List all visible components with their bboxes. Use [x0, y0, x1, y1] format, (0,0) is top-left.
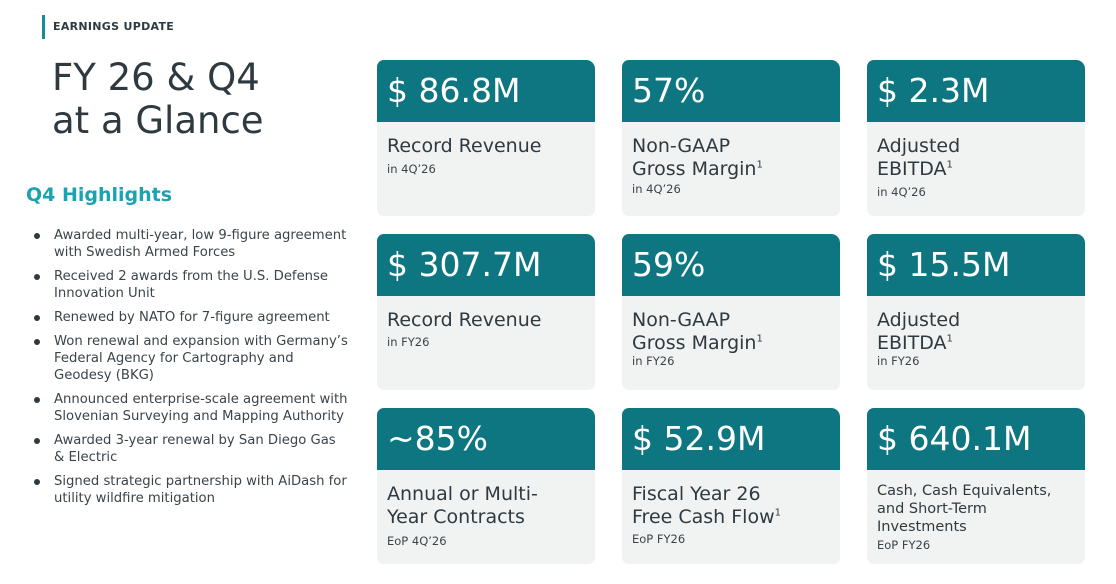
highlights-heading: Q4 Highlights — [26, 184, 173, 206]
metric-card-q4-revenue: $ 86.8M Record Revenue in 4Q’26 — [377, 60, 595, 216]
metric-period: EoP FY26 — [632, 532, 686, 546]
metric-value: $ 86.8M — [387, 71, 521, 110]
metric-description: Annual or Multi- Year Contracts — [387, 483, 538, 528]
list-item-text: Signed strategic partnership with AiDash… — [54, 474, 347, 506]
title-line-1: FY 26 & Q4 — [52, 56, 260, 99]
list-item: Announced enterprise-scale agreement wit… — [30, 391, 350, 425]
section-label: EARNINGS UPDATE — [53, 20, 175, 33]
metric-card-fy-gross-margin: 59% Non-GAAP Gross Margin1 in FY26 — [622, 234, 840, 390]
metric-card-free-cash-flow: $ 52.9M Fiscal Year 26 Free Cash Flow1 Eo… — [622, 408, 840, 564]
metric-card-contracts: ~85% Annual or Multi- Year Contracts EoP … — [377, 408, 595, 564]
metric-value: 59% — [632, 245, 706, 284]
metric-description: Cash, Cash Equivalents, and Short-Term I… — [877, 483, 1052, 535]
metric-description: Fiscal Year 26 Free Cash Flow1 — [632, 483, 781, 528]
list-item-text: Won renewal and expansion with Germany’s… — [54, 334, 348, 383]
metric-card-fy-ebitda: $ 15.5M Adjusted EBITDA1 in FY26 — [867, 234, 1085, 390]
list-item-text: Announced enterprise-scale agreement wit… — [54, 392, 348, 424]
metric-period: EoP FY26 — [877, 538, 931, 552]
list-item-text: Received 2 awards from the U.S. Defense … — [54, 269, 329, 301]
list-item: Won renewal and expansion with Germany’s… — [30, 333, 350, 384]
metric-period: in 4Q’26 — [387, 162, 436, 176]
metric-period: in FY26 — [877, 354, 920, 368]
highlights-list: Awarded multi-year, low 9-figure agreeme… — [30, 227, 350, 514]
metric-card-header: $ 15.5M — [867, 234, 1085, 296]
metric-card-header: $ 640.1M — [867, 408, 1085, 470]
bullet-icon — [34, 479, 40, 485]
header-accent-bar — [42, 15, 45, 39]
metric-card-header: $ 307.7M — [377, 234, 595, 296]
metric-description: Adjusted EBITDA1 — [877, 309, 961, 354]
metric-description: Adjusted EBITDA1 — [877, 135, 961, 180]
metric-card-header: 59% — [622, 234, 840, 296]
list-item: Renewed by NATO for 7-figure agreement — [30, 309, 350, 326]
metric-value: $ 307.7M — [387, 245, 542, 284]
list-item-text: Awarded 3-year renewal by San Diego Gas … — [54, 433, 336, 465]
title-line-2: at a Glance — [52, 99, 264, 142]
bullet-icon — [34, 274, 40, 280]
list-item-text: Renewed by NATO for 7-figure agreement — [54, 310, 330, 325]
list-item: Awarded multi-year, low 9-figure agreeme… — [30, 227, 350, 261]
metric-value: ~85% — [387, 419, 488, 458]
list-item: Received 2 awards from the U.S. Defense … — [30, 268, 350, 302]
metric-description: Non-GAAP Gross Margin1 — [632, 309, 763, 354]
metric-period: EoP 4Q’26 — [387, 534, 447, 548]
metric-value: $ 2.3M — [877, 71, 990, 110]
metric-value: $ 52.9M — [632, 419, 766, 458]
metric-period: in FY26 — [632, 354, 675, 368]
metric-value: $ 15.5M — [877, 245, 1011, 284]
metric-value: $ 640.1M — [877, 419, 1032, 458]
metric-card-header: $ 86.8M — [377, 60, 595, 122]
bullet-icon — [34, 397, 40, 403]
metric-description: Non-GAAP Gross Margin1 — [632, 135, 763, 180]
bullet-icon — [34, 339, 40, 345]
page-title: FY 26 & Q4 at a Glance — [52, 56, 352, 142]
metric-card-q4-gross-margin: 57% Non-GAAP Gross Margin1 in 4Q’26 — [622, 60, 840, 216]
list-item-text: Awarded multi-year, low 9-figure agreeme… — [54, 228, 347, 260]
metric-value: 57% — [632, 71, 706, 110]
metric-card-header: ~85% — [377, 408, 595, 470]
metric-description: Record Revenue — [387, 309, 542, 331]
metric-period: in 4Q’26 — [877, 185, 926, 199]
metric-card-fy-revenue: $ 307.7M Record Revenue in FY26 — [377, 234, 595, 390]
metric-period: in FY26 — [387, 335, 430, 349]
bullet-icon — [34, 315, 40, 321]
metric-description: Record Revenue — [387, 135, 542, 157]
bullet-icon — [34, 233, 40, 239]
bullet-icon — [34, 438, 40, 444]
metric-card-header: 57% — [622, 60, 840, 122]
list-item: Signed strategic partnership with AiDash… — [30, 473, 350, 507]
metric-period: in 4Q’26 — [632, 182, 681, 196]
metric-card-cash: $ 640.1M Cash, Cash Equivalents, and Sho… — [867, 408, 1085, 564]
metric-card-header: $ 52.9M — [622, 408, 840, 470]
list-item: Awarded 3-year renewal by San Diego Gas … — [30, 432, 350, 466]
metric-card-q4-ebitda: $ 2.3M Adjusted EBITDA1 in 4Q’26 — [867, 60, 1085, 216]
metric-card-header: $ 2.3M — [867, 60, 1085, 122]
